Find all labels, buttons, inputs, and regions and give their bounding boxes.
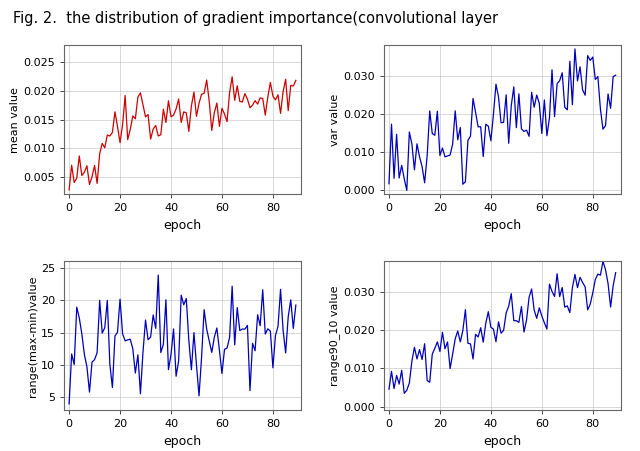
Y-axis label: mean value: mean value bbox=[10, 87, 20, 152]
X-axis label: epoch: epoch bbox=[163, 435, 202, 448]
X-axis label: epoch: epoch bbox=[163, 219, 202, 232]
Y-axis label: range90_10 value: range90_10 value bbox=[330, 285, 340, 386]
Y-axis label: range(max-min)value: range(max-min)value bbox=[28, 275, 38, 396]
X-axis label: epoch: epoch bbox=[483, 219, 522, 232]
Y-axis label: var value: var value bbox=[330, 93, 340, 146]
X-axis label: epoch: epoch bbox=[483, 435, 522, 448]
Text: Fig. 2.  the distribution of gradient importance(convolutional layer: Fig. 2. the distribution of gradient imp… bbox=[13, 11, 498, 26]
